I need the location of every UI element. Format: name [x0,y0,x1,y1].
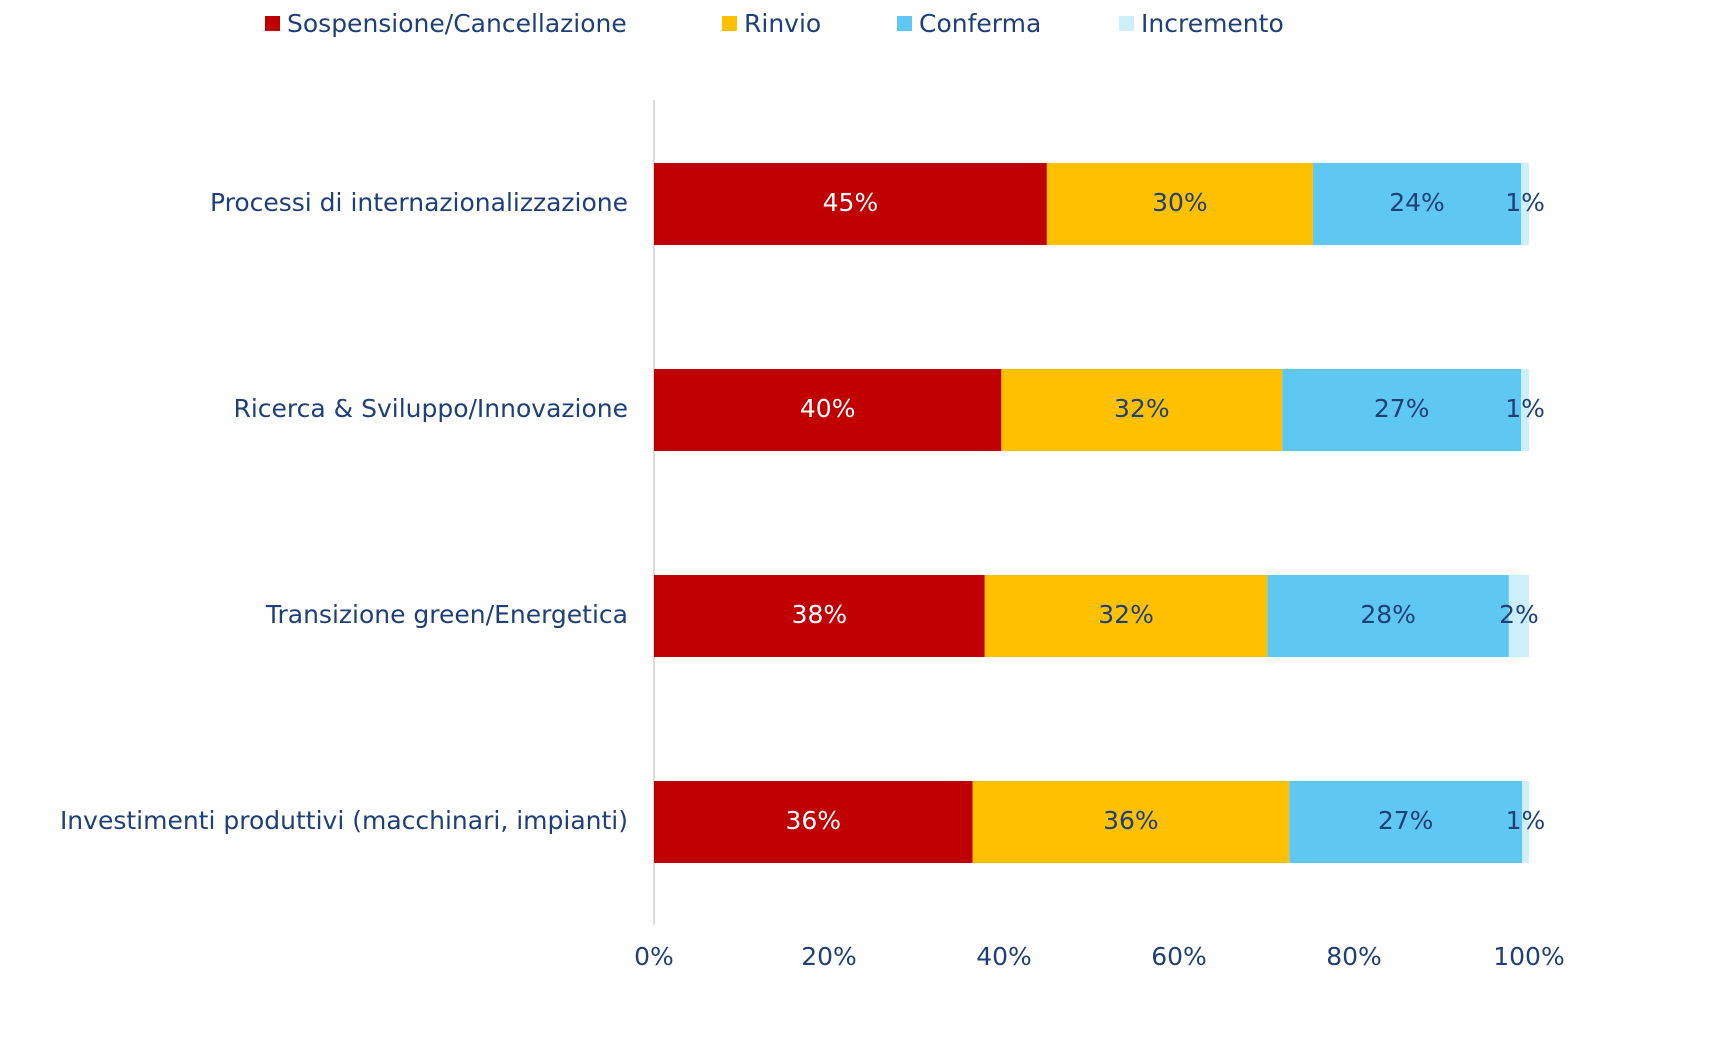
data-label: 1% [1505,394,1545,423]
data-label: 1% [1506,806,1546,835]
bar-segment [972,781,1290,863]
x-tick-label: 0% [634,942,674,971]
x-tick-label: 40% [976,942,1032,971]
bar-segment [654,575,985,657]
category-label: Ricerca & Sviluppo/Innovazione [233,394,628,423]
bar-segment [654,781,973,863]
data-label: 36% [1103,806,1159,835]
bar-segment [1282,369,1522,451]
bar-segment [1521,369,1529,451]
x-tick-label: 20% [801,942,857,971]
legend-swatch [722,16,737,31]
data-label: 45% [823,188,879,217]
data-label: 24% [1389,188,1445,217]
category-label: Investimenti produttivi (macchinari, imp… [60,806,628,835]
bar-segment [1521,163,1529,245]
legend-label: Rinvio [744,9,821,38]
data-label: 40% [800,394,856,423]
bar-segment [1522,781,1529,863]
data-label: 30% [1152,188,1208,217]
category-label: Transizione green/Energetica [265,600,628,629]
data-label: 1% [1505,188,1545,217]
legend-swatch [265,16,280,31]
bar-segment [984,575,1268,657]
category-label: Processi di internazionalizzazione [210,188,628,217]
data-label: 28% [1360,600,1416,629]
data-label: 2% [1499,600,1539,629]
legend-label: Sospensione/Cancellazione [287,9,627,38]
x-tick-label: 80% [1326,942,1382,971]
data-label: 38% [792,600,848,629]
x-tick-label: 60% [1151,942,1207,971]
legend-swatch [1119,16,1134,31]
legend-swatch [897,16,912,31]
data-label: 32% [1114,394,1170,423]
bar-segment [1289,781,1522,863]
bar-segment [1001,369,1283,451]
bar-segment [1046,163,1313,245]
legend-label: Incremento [1141,9,1284,38]
data-label: 32% [1098,600,1154,629]
data-label: 27% [1378,806,1434,835]
data-label: 36% [785,806,841,835]
bar-segment [1508,575,1529,657]
bar-segment [654,163,1047,245]
data-label: 27% [1374,394,1430,423]
bar-segment [1312,163,1522,245]
legend-label: Conferma [919,9,1041,38]
bar-segment [654,369,1002,451]
bar-segment [1267,575,1509,657]
x-tick-label: 100% [1493,942,1564,971]
